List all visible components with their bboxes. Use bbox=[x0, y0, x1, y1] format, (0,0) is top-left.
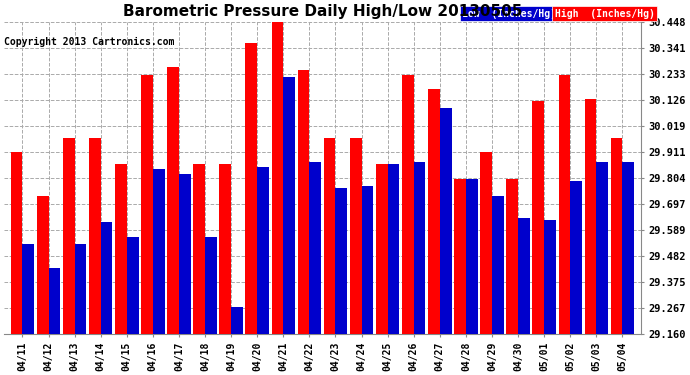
Bar bbox=[414, 162, 426, 334]
Bar bbox=[48, 268, 60, 334]
Bar bbox=[518, 217, 530, 334]
Bar bbox=[440, 108, 451, 334]
Bar bbox=[284, 77, 295, 334]
Bar bbox=[179, 174, 190, 334]
Bar bbox=[141, 75, 153, 334]
Bar bbox=[153, 169, 165, 334]
Bar bbox=[10, 152, 23, 334]
Bar bbox=[309, 162, 321, 334]
Text: High  (Inches/Hg): High (Inches/Hg) bbox=[555, 9, 655, 19]
Bar bbox=[611, 138, 622, 334]
Title: Barometric Pressure Daily High/Low 20130505: Barometric Pressure Daily High/Low 20130… bbox=[123, 4, 522, 19]
Bar bbox=[75, 244, 86, 334]
Bar bbox=[533, 101, 544, 334]
Bar bbox=[205, 237, 217, 334]
Bar bbox=[272, 21, 284, 334]
Bar bbox=[584, 99, 596, 334]
Bar bbox=[622, 162, 634, 334]
Bar bbox=[596, 162, 608, 334]
Bar bbox=[558, 75, 570, 334]
Bar bbox=[257, 166, 269, 334]
Bar bbox=[324, 138, 335, 334]
Bar bbox=[115, 164, 127, 334]
Bar bbox=[89, 138, 101, 334]
Bar bbox=[231, 307, 243, 334]
Bar bbox=[480, 152, 492, 334]
Bar bbox=[246, 43, 257, 334]
Bar bbox=[101, 222, 112, 334]
Bar bbox=[37, 196, 48, 334]
Text: Copyright 2013 Cartronics.com: Copyright 2013 Cartronics.com bbox=[4, 37, 175, 47]
Bar bbox=[570, 181, 582, 334]
Bar bbox=[376, 164, 388, 334]
Bar bbox=[362, 186, 373, 334]
Bar bbox=[466, 179, 477, 334]
Bar bbox=[335, 188, 347, 334]
Bar bbox=[167, 67, 179, 334]
Bar bbox=[492, 196, 504, 334]
Bar bbox=[350, 138, 362, 334]
Bar bbox=[454, 179, 466, 334]
Bar bbox=[193, 164, 205, 334]
Text: Low  (Inches/Hg): Low (Inches/Hg) bbox=[462, 9, 556, 19]
Bar bbox=[428, 89, 440, 334]
Bar bbox=[506, 179, 518, 334]
Bar bbox=[219, 164, 231, 334]
Bar bbox=[402, 75, 414, 334]
Bar bbox=[297, 70, 309, 334]
Bar bbox=[63, 138, 75, 334]
Bar bbox=[23, 244, 34, 334]
Bar bbox=[388, 164, 400, 334]
Bar bbox=[544, 220, 556, 334]
Bar bbox=[127, 237, 139, 334]
